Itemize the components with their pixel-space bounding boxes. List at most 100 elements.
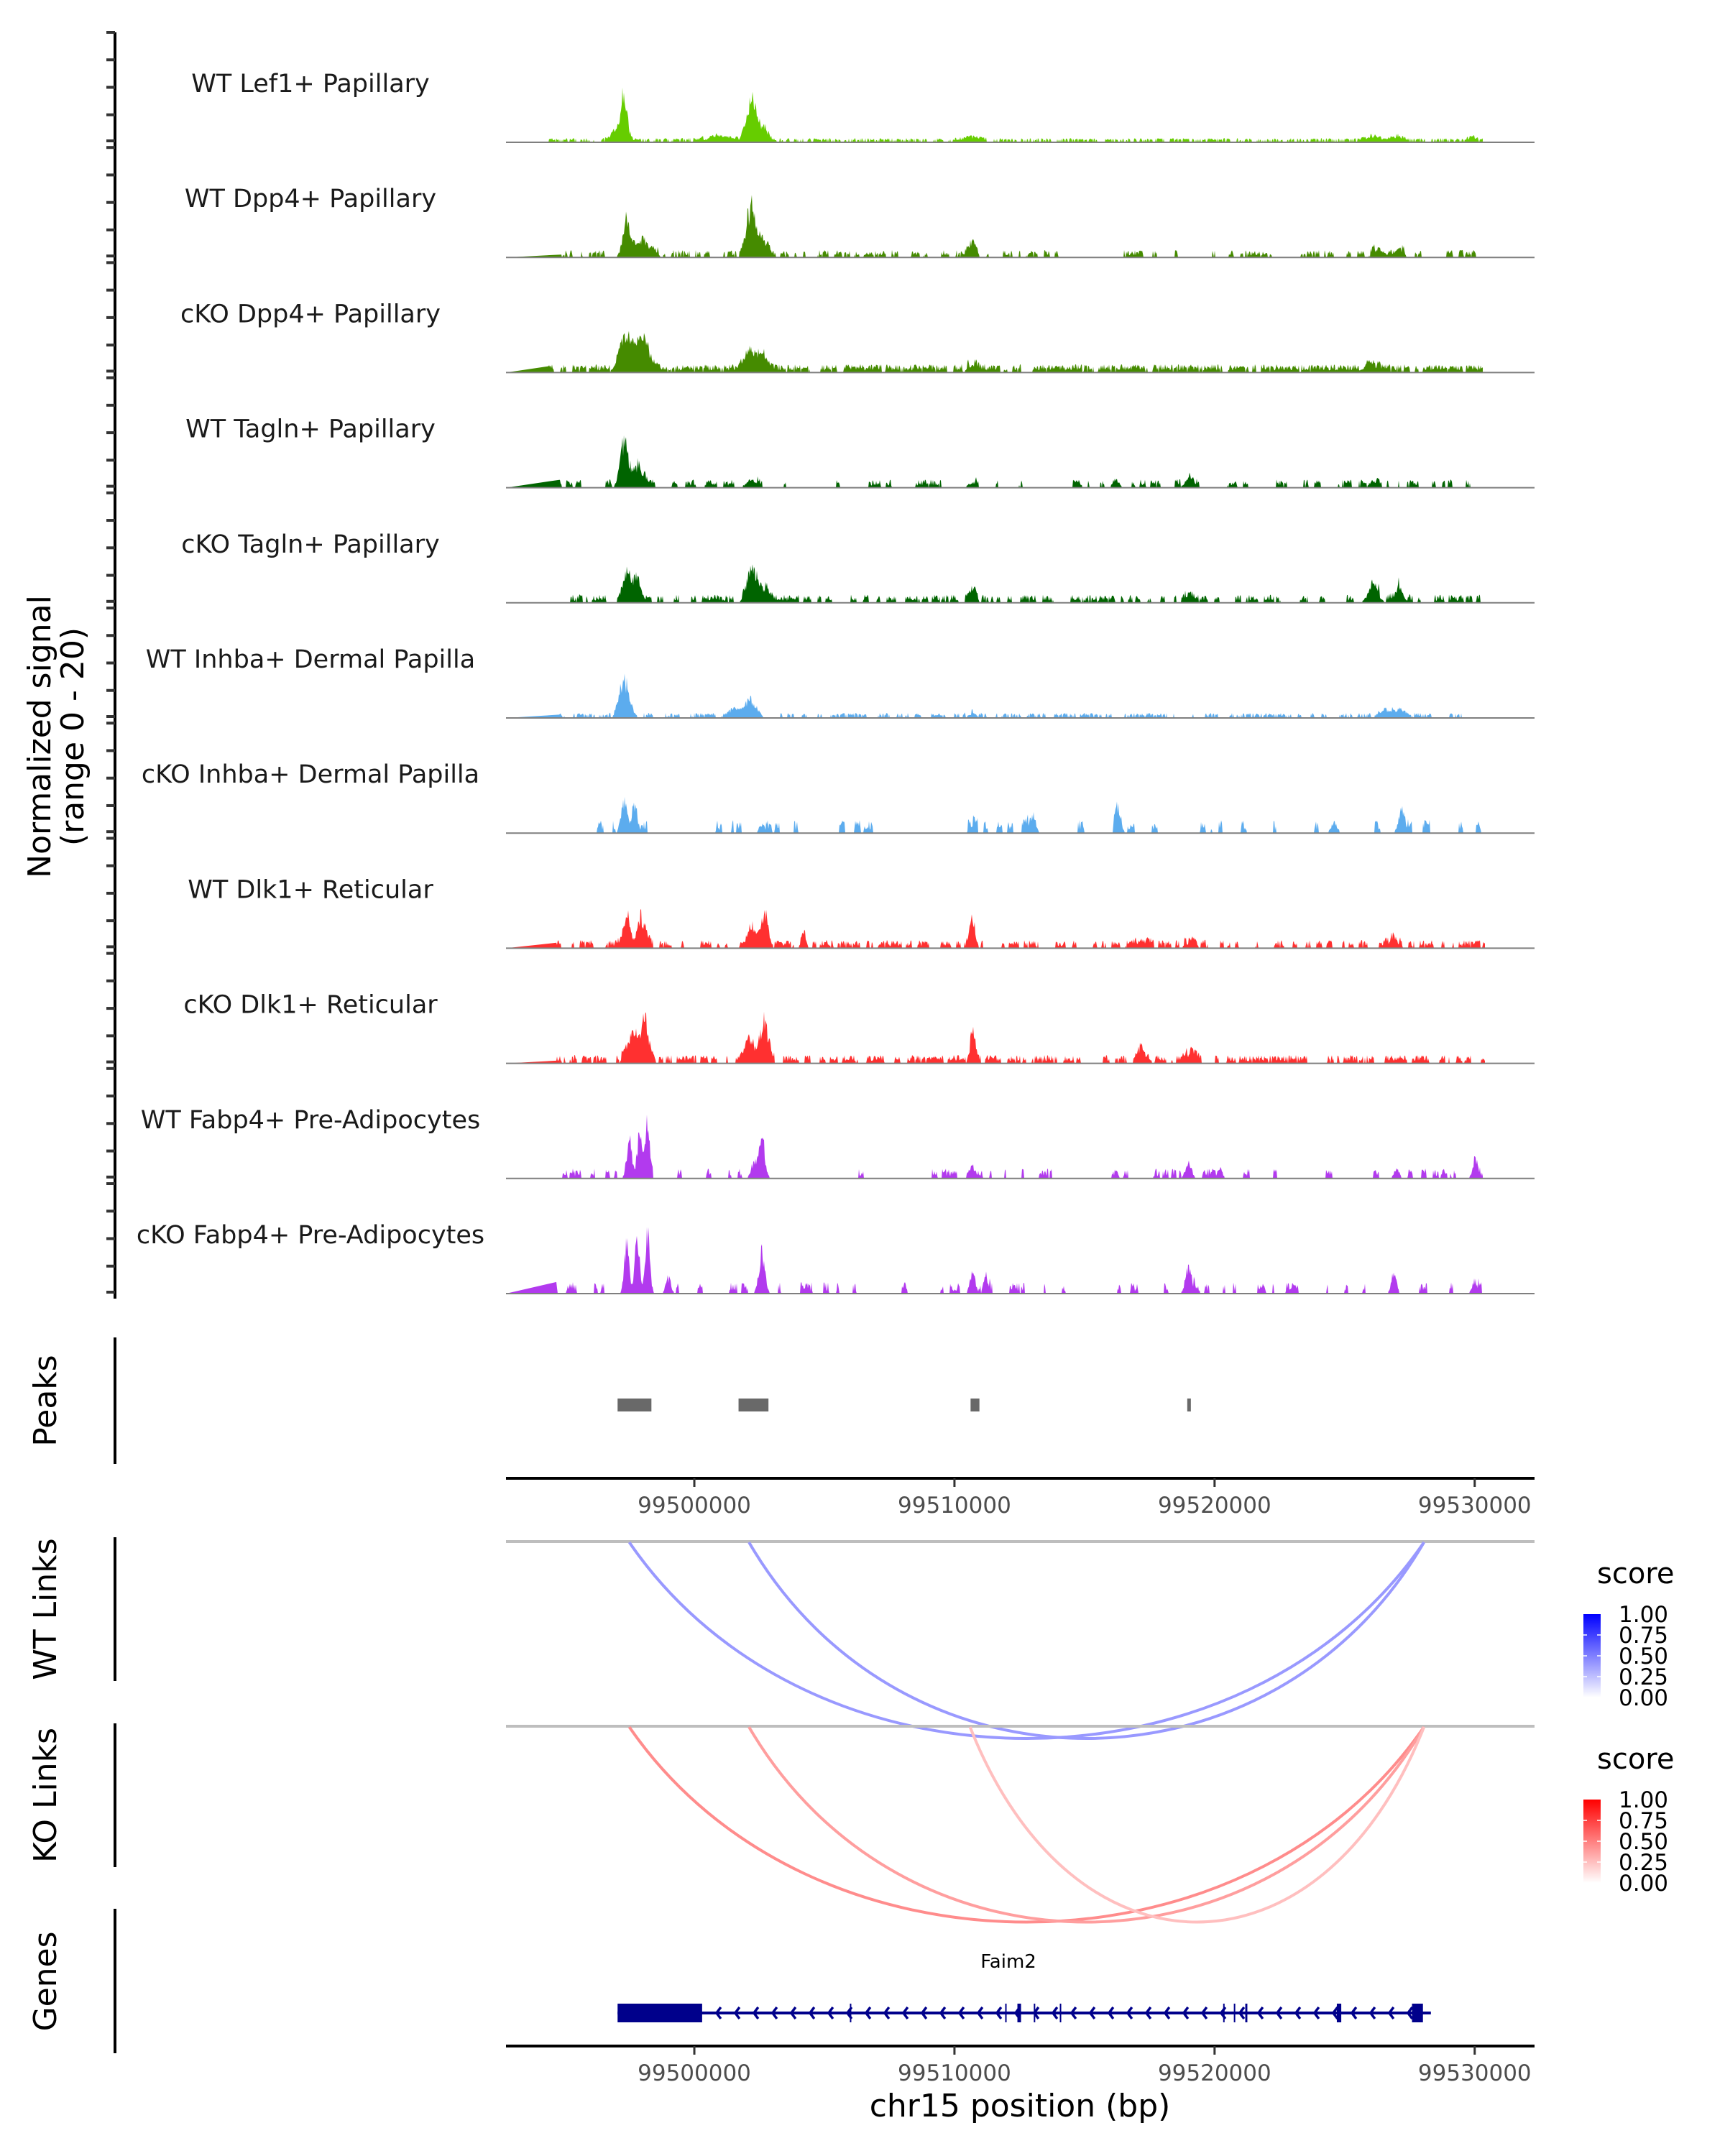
peak-region: [617, 1399, 652, 1411]
coverage-track: WT Inhba+ Dermal Papilla: [146, 645, 1535, 719]
strand-arrow-icon: [808, 2006, 816, 2020]
gene-exon: [1412, 2004, 1423, 2022]
strand-arrow-icon: [957, 2006, 965, 2020]
strand-arrow-icon: [1387, 2006, 1395, 2020]
coverage-track-label: cKO Inhba+ Dermal Papilla: [142, 760, 479, 789]
legend-tick-label: 1.00: [1619, 1787, 1668, 1813]
genes-panel: Genes Faim2 99500000 99510000 99520000 9953…: [27, 1909, 1535, 2124]
strand-arrow-icon: [1368, 2006, 1376, 2020]
gene-exon: [1223, 2004, 1225, 2022]
coverage-y-axis-title-line1: Normalized signal: [22, 595, 58, 878]
gene-exon: [1233, 2004, 1236, 2022]
x-axis-tick-label: 99530000: [1418, 1493, 1532, 1519]
strand-arrow-icon: [1182, 2006, 1190, 2020]
coverage-track-label: cKO Dpp4+ Papillary: [180, 300, 441, 328]
strand-arrow-icon: [901, 2006, 909, 2020]
link-arc: [748, 1541, 1425, 1740]
strand-arrow-icon: [976, 2006, 984, 2020]
legend-title: score: [1597, 1557, 1674, 1590]
gene-exon: [1336, 2004, 1342, 2022]
coverage-track: WT Tagln+ Papillary: [185, 415, 1535, 489]
coverage-area: [506, 564, 1483, 603]
coverage-track: cKO Dpp4+ Papillary: [180, 300, 1535, 374]
coverage-track: cKO Tagln+ Papillary: [181, 530, 1535, 604]
x-axis-tick-label: 99520000: [1158, 2060, 1271, 2086]
x-axis-title: chr15 position (bp): [870, 2088, 1171, 2124]
x-axis-tick-label: 99520000: [1158, 1493, 1271, 1519]
coverage-track-label: cKO Tagln+ Papillary: [181, 530, 440, 559]
strand-arrow-icon: [864, 2006, 872, 2020]
coverage-track-label: WT Inhba+ Dermal Papilla: [146, 645, 475, 674]
strand-arrow-icon: [1350, 2006, 1358, 2020]
genes-x-axis: 99500000 99510000 99520000 99530000: [638, 2046, 1532, 2086]
link-arc: [968, 1726, 1426, 1924]
wt-score-legend: score 1.000.750.500.250.00: [1583, 1557, 1674, 1711]
gene-exon: [1245, 2004, 1248, 2022]
strand-arrow-icon: [1238, 2006, 1246, 2020]
coverage-track-label: WT Dpp4+ Papillary: [185, 185, 436, 213]
gene-model: Faim2: [617, 1951, 1431, 2022]
legend-tick-label: 0.50: [1619, 1644, 1668, 1669]
strand-arrow-icon: [1331, 2006, 1339, 2020]
ko-link-arcs: [627, 1726, 1426, 1924]
coverage-area: [506, 908, 1485, 949]
strand-arrow-icon: [920, 2006, 928, 2020]
strand-arrow-icon: [1126, 2006, 1133, 2020]
coverage-track-label: WT Lef1+ Papillary: [191, 70, 430, 98]
strand-arrow-icon: [1200, 2006, 1208, 2020]
x-axis-tick-label: 99510000: [898, 2060, 1011, 2086]
coverage-track: WT Fabp4+ Pre-Adipocytes: [141, 1106, 1535, 1179]
ko-links-track-label: KO Links: [27, 1728, 64, 1863]
legend-tick-label: 0.50: [1619, 1829, 1668, 1855]
legend-tick-label: 1.00: [1619, 1602, 1668, 1628]
peaks-x-axis: 99500000 99510000 99520000 99530000: [638, 1478, 1532, 1519]
legend-tick-label: 0.25: [1619, 1664, 1668, 1690]
strand-arrow-icon: [733, 2006, 741, 2020]
strand-arrow-icon: [939, 2006, 947, 2020]
strand-arrow-icon: [1312, 2006, 1320, 2020]
strand-arrow-icon: [883, 2006, 891, 2020]
coverage-tracks: WT Lef1+ Papillary WT Dpp4+ Papillary cKO …: [137, 70, 1535, 1294]
x-axis-tick-label: 99500000: [638, 2060, 751, 2086]
coverage-track-label: WT Tagln+ Papillary: [185, 415, 436, 444]
strand-arrow-icon: [1144, 2006, 1152, 2020]
link-arc: [748, 1726, 1425, 1924]
coverage-track-label: cKO Fabp4+ Pre-Adipocytes: [137, 1221, 484, 1250]
strand-arrow-icon: [1406, 2006, 1414, 2020]
peaks-panel: Peaks 99500000 99510000 99520000 99530000: [27, 1337, 1535, 1519]
coverage-area: [506, 435, 1483, 488]
coverage-y-axis: [106, 31, 116, 1299]
strand-arrow-icon: [1107, 2006, 1115, 2020]
link-arc: [627, 1541, 1425, 1740]
coverage-track: WT Dpp4+ Papillary: [185, 185, 1535, 259]
x-axis-tick-label: 99530000: [1418, 2060, 1532, 2086]
peak-region: [1187, 1399, 1191, 1411]
strand-arrow-icon: [827, 2006, 834, 2020]
legend-tick-label: 0.75: [1619, 1623, 1668, 1649]
coverage-track-label: WT Dlk1+ Reticular: [188, 875, 433, 904]
genes-track-label: Genes: [27, 1931, 64, 2031]
wt-links-panel: WT Links: [27, 1537, 1535, 1740]
coverage-track: cKO Fabp4+ Pre-Adipocytes: [137, 1221, 1535, 1294]
strand-arrow-icon: [1163, 2006, 1171, 2020]
strand-arrow-icon: [1070, 2006, 1077, 2020]
coverage-y-axis-title-line2: (range 0 - 20): [55, 627, 91, 846]
gene-exon: [1034, 2004, 1036, 2022]
strand-arrow-icon: [1294, 2006, 1302, 2020]
gene-models: Faim2: [617, 1951, 1431, 2022]
wt-links-track-label: WT Links: [27, 1538, 64, 1680]
coverage-track-label: cKO Dlk1+ Reticular: [183, 991, 438, 1020]
ko-score-legend: score 1.000.750.500.250.00: [1583, 1743, 1674, 1897]
legend-tick-label: 0.25: [1619, 1850, 1668, 1876]
coverage-track: cKO Inhba+ Dermal Papilla: [142, 760, 1535, 834]
gene-exon: [617, 2004, 702, 2022]
legend-title: score: [1597, 1743, 1674, 1776]
coverage-area: [506, 87, 1483, 142]
peak-region: [970, 1399, 980, 1411]
peak-region: [738, 1399, 769, 1411]
strand-arrow-icon: [1275, 2006, 1283, 2020]
legend-tick-label: 0.75: [1619, 1808, 1668, 1834]
legend-tick-label: 0.00: [1619, 1685, 1668, 1711]
strand-arrow-icon: [1051, 2006, 1059, 2020]
